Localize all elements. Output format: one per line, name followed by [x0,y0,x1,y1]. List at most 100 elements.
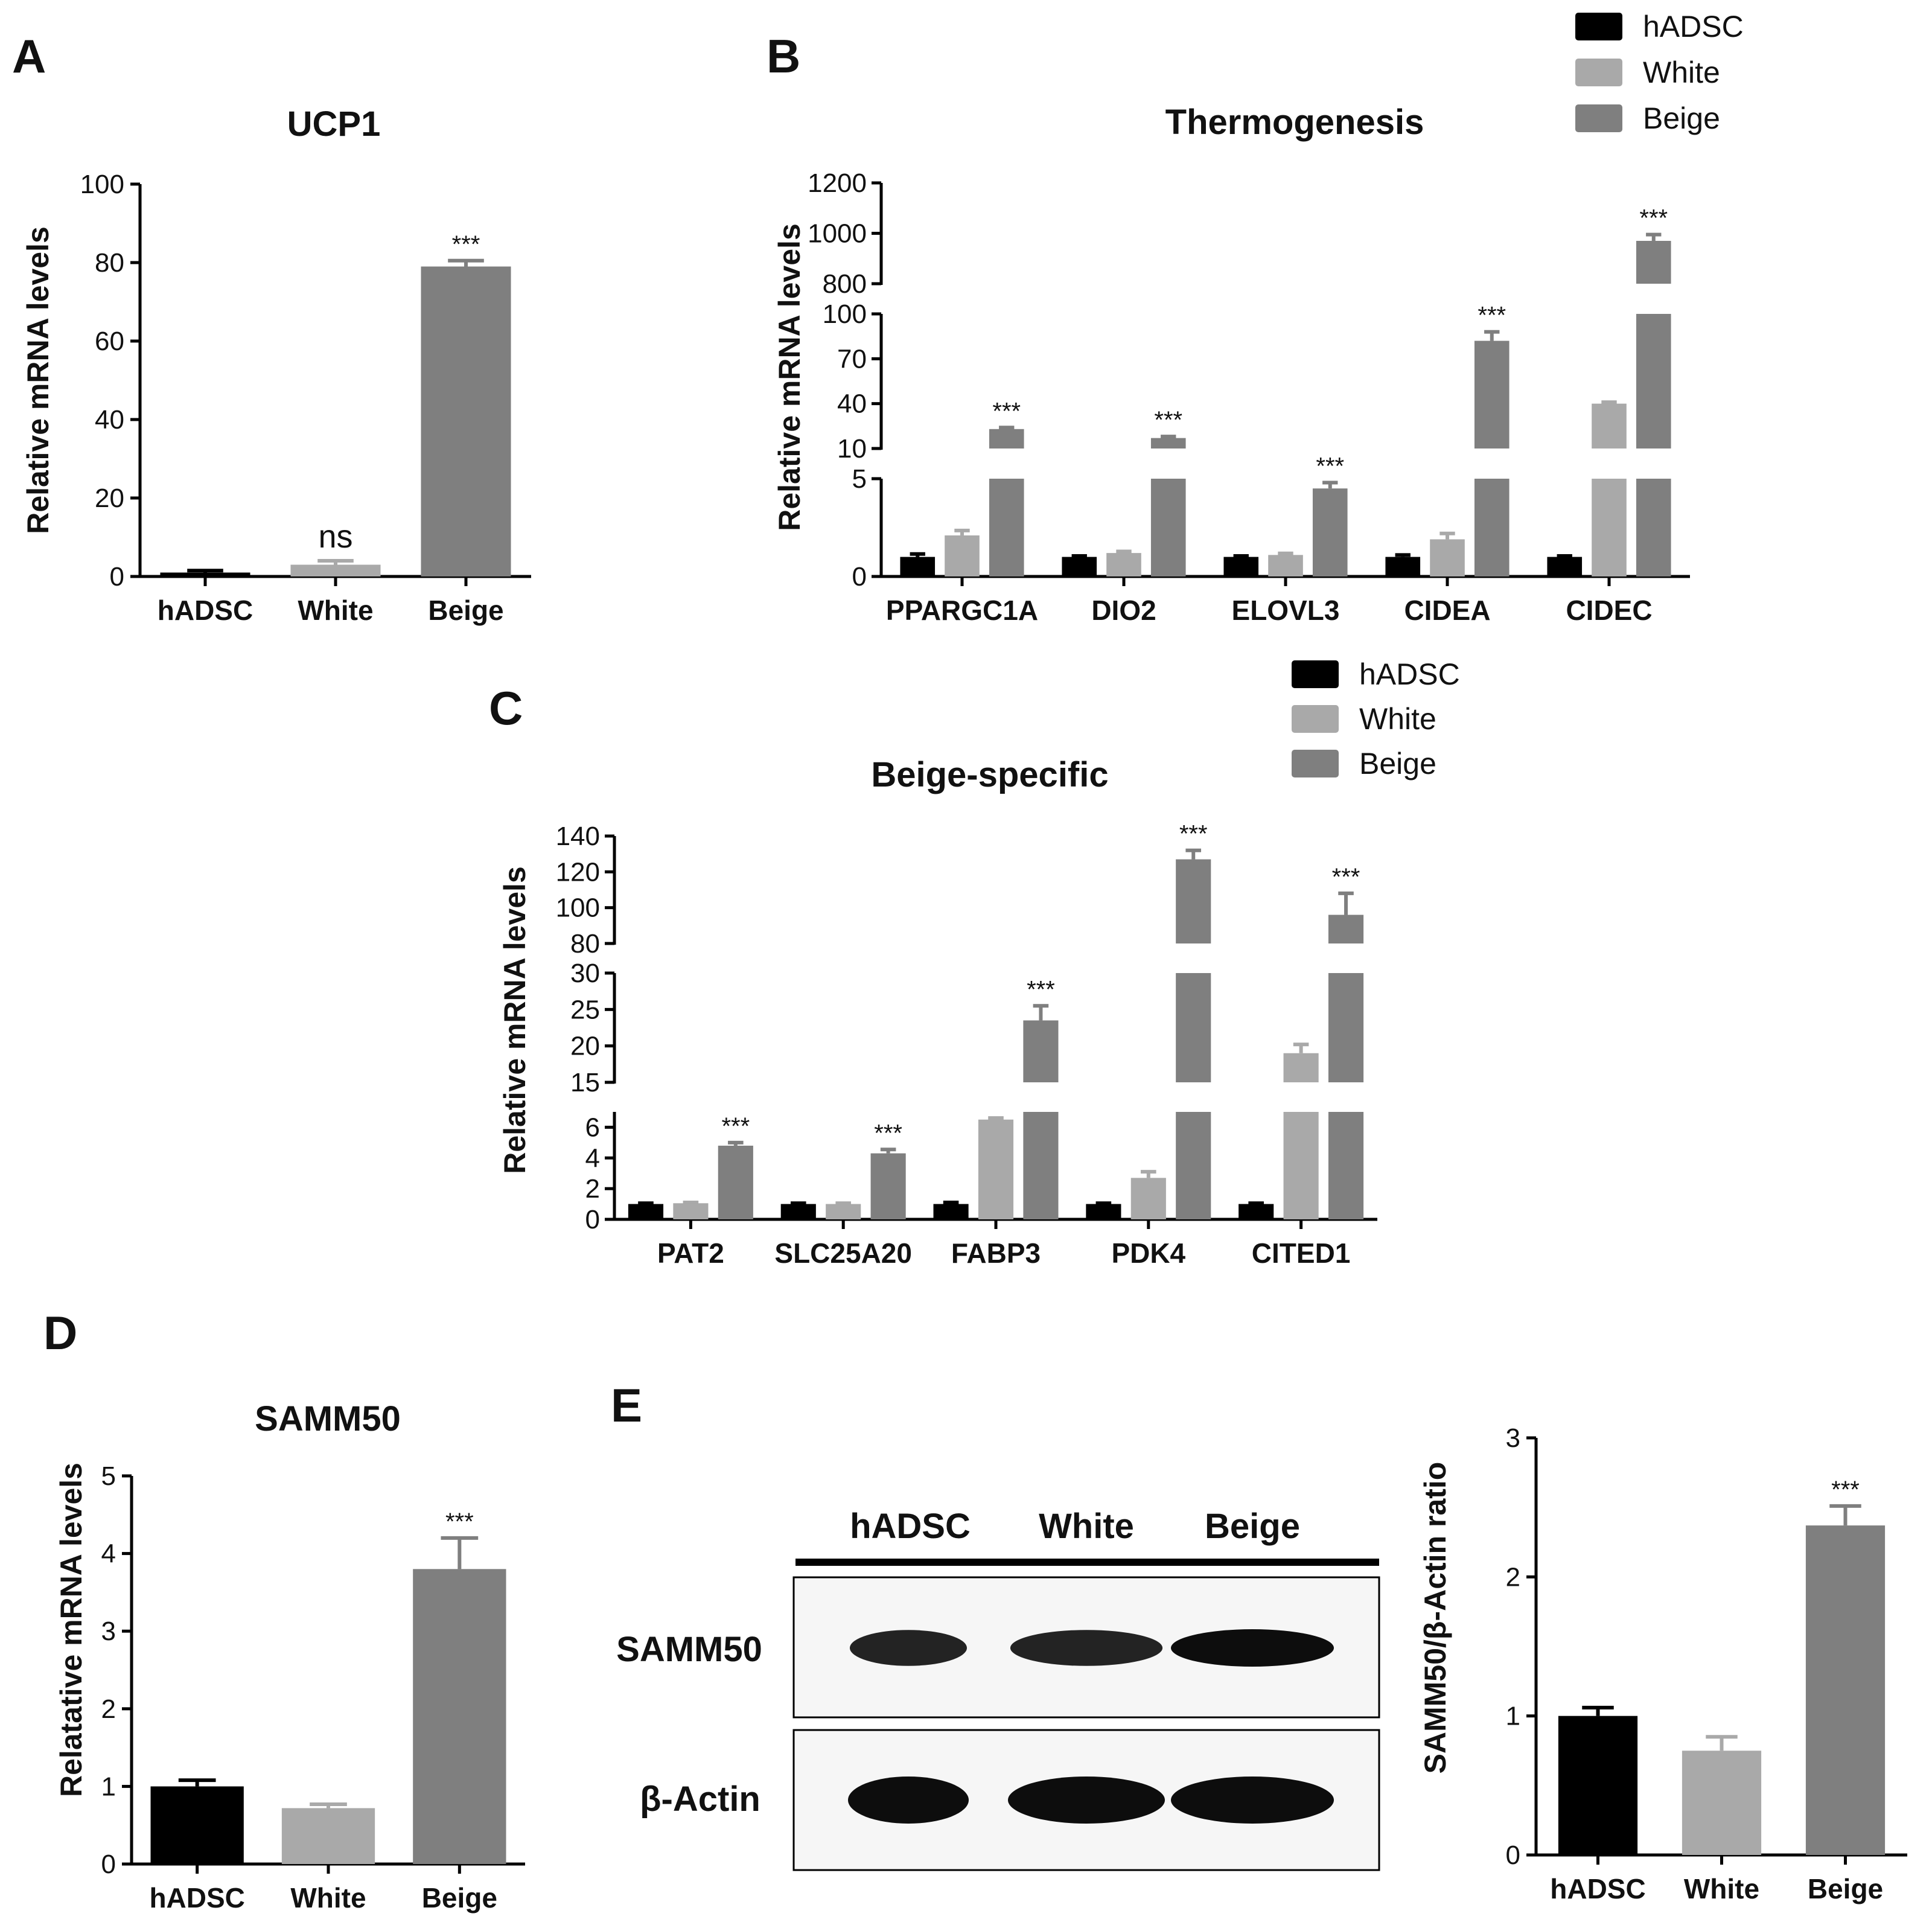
blot-lane-label-hadsc: hADSC [850,1507,971,1546]
band-actin-white [1008,1777,1165,1824]
x-tick-label-cidea: CIDEA [1404,595,1490,626]
x-tick-label-beige: Beige [428,595,503,626]
x-tick-label-white: White [1684,1873,1759,1904]
y-tick-label: 0 [852,562,867,592]
y-tick-label: 1000 [808,219,867,249]
x-tick-label-hadsc: hADSC [1550,1873,1645,1904]
x-tick-label-pdk4: PDK4 [1111,1237,1185,1269]
y-tick-label: 0 [1506,1840,1520,1870]
blot-row-label-samm50: SAMM50 [616,1630,762,1669]
significance-label: *** [721,1113,750,1140]
bar-beige-ppargc1a [989,479,1024,576]
legend-swatch-beige [1575,104,1622,132]
significance-label: *** [445,1508,474,1535]
bar-hadsc-dio2 [1062,557,1097,576]
y-tick-label: 20 [95,484,124,513]
bar-beige-cited1 [1328,973,1364,1082]
y-tick-label: 3 [101,1617,116,1646]
blot-bands [848,1629,1334,1824]
y-tick-label: 120 [556,857,600,887]
bar-beige-cidec [1636,314,1671,449]
bar-hadsc [150,1786,244,1864]
bar-white-dio2 [1106,553,1141,576]
bar-white [290,564,381,576]
bar-hadsc-cidea [1385,557,1421,576]
significance-label: *** [1027,976,1055,1003]
bar-beige-cited1 [1328,1112,1364,1219]
bar-beige [413,1569,506,1864]
chart-b: Thermogenesis Relative mRNA levels 0 510 4… [773,10,1744,626]
y-tick-label: 3 [1506,1423,1520,1453]
significance-label: *** [1154,407,1182,433]
significance-label: *** [1831,1476,1860,1503]
bar-white-slc25a20 [826,1204,861,1219]
panel-letter-e: E [611,1379,642,1432]
y-tick-label: 1 [101,1772,116,1801]
bar-beige-pdk4 [1176,1112,1211,1219]
significance-label: ns [318,519,352,555]
legend-swatch-white [1292,705,1339,733]
y-tick-label: 60 [95,327,124,356]
legend-label-white: White [1359,702,1436,736]
legend-label-white: White [1643,56,1720,89]
y-tick-label: 2 [1506,1562,1520,1592]
significance-label: *** [874,1120,902,1146]
y-tick-label: 2 [585,1174,600,1204]
y-tick-label: 40 [837,389,867,419]
y-tick-label: 800 [823,269,867,299]
x-tick-label-elovl3: ELOVL3 [1232,595,1340,626]
blot-row-label-actin: β-Actin [640,1780,760,1819]
bar-white-cited1 [1283,1112,1319,1219]
y-tick-label: 80 [95,248,124,278]
y-tick-label: 100 [556,893,600,923]
significance-label: *** [1639,205,1668,232]
y-tick-label: 0 [110,562,124,592]
bar-white-pdk4 [1130,1178,1166,1219]
chart-a-ylabel: Relative mRNA levels [21,226,55,534]
significance-label: *** [1179,821,1208,848]
bar-beige-pat2 [718,1145,753,1219]
chart-a-plot: 0 20 40 60 80 100 hADSC White ns Beige *** [80,170,531,626]
legend-swatch-white [1575,59,1622,86]
y-tick-label: 1 [1506,1702,1520,1731]
y-tick-label: 40 [95,405,124,435]
chart-d-ylabel: Relatative mRNA levels [54,1463,88,1797]
blot-lane-label-white: White [1039,1507,1134,1546]
bar-hadsc-cited1 [1239,1204,1274,1219]
bar-hadsc-ppargc1a [900,557,936,576]
chart-e: SAMM50/β-Actin ratio 0 1 2 3 hADSC White Beige… [1418,1423,1907,1904]
y-tick-label: 4 [101,1539,116,1569]
legend-swatch-hadsc [1575,13,1622,40]
legend-label-hadsc: hADSC [1359,657,1460,691]
bar-beige-cidec [1636,241,1671,284]
y-tick-label: 0 [101,1850,116,1879]
y-tick-label: 80 [570,929,600,959]
bar-beige-cidea [1474,479,1510,576]
significance-label: *** [1332,864,1360,890]
bar-white [281,1808,375,1864]
y-tick-label: 100 [823,299,867,329]
x-tick-label-white: White [298,595,373,626]
y-tick-label: 10 [837,434,867,464]
bar-hadsc-cidec [1547,557,1583,576]
chart-a-title: UCP1 [287,104,381,144]
significance-label: *** [992,398,1021,424]
bar-hadsc-pdk4 [1086,1204,1121,1219]
bar-white-cited1 [1283,1053,1319,1082]
x-tick-label-cited1: CITED1 [1252,1237,1351,1269]
panel-letter-b: B [767,30,800,83]
legend-label-beige: Beige [1359,747,1436,781]
legend-swatch-beige [1292,750,1339,777]
panel-letter-a: A [12,30,46,83]
legend-label-hadsc: hADSC [1643,10,1744,43]
y-tick-label: 20 [570,1032,600,1061]
bar-hadsc-fabp3 [933,1204,969,1219]
bar-beige-dio2 [1150,438,1186,449]
x-tick-label-dio2: DIO2 [1091,595,1156,626]
bar-white-pat2 [673,1203,709,1219]
bar-hadsc-elovl3 [1223,557,1259,576]
bar-beige-cidea [1474,340,1510,449]
chart-d: SAMM50 Relatative mRNA levels 0 1 2 3 4 5 hADS… [54,1399,525,1914]
bar-beige-cidec [1636,479,1671,576]
